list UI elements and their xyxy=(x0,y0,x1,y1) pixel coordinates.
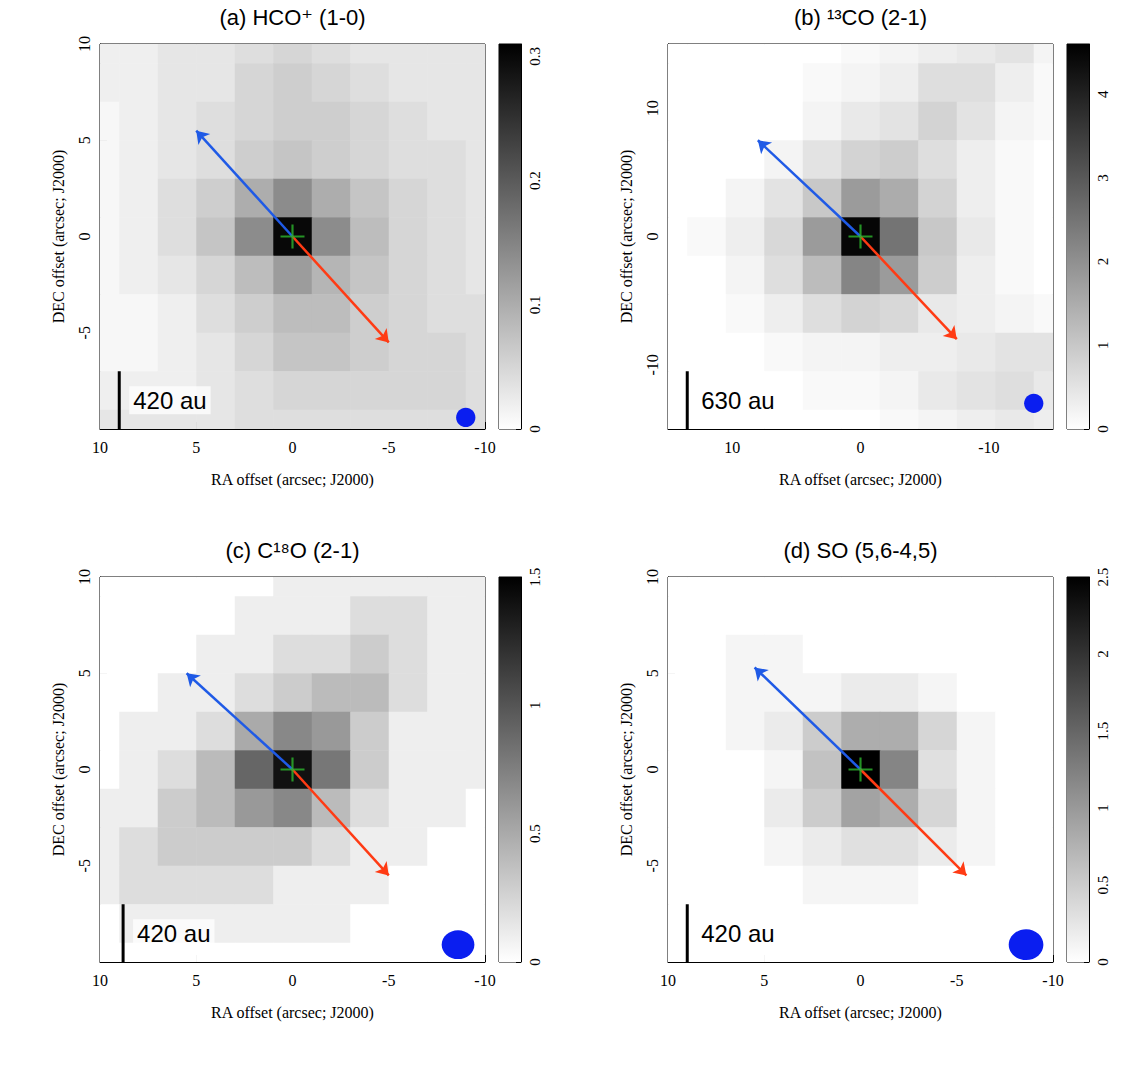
svg-text:-10: -10 xyxy=(1042,972,1063,989)
svg-text:-5: -5 xyxy=(644,859,661,872)
svg-text:5: 5 xyxy=(644,669,661,677)
svg-text:-5: -5 xyxy=(76,326,93,339)
svg-text:0.1: 0.1 xyxy=(527,295,543,314)
svg-text:-10: -10 xyxy=(474,439,495,456)
svg-text:-5: -5 xyxy=(76,859,93,872)
svg-text:0.5: 0.5 xyxy=(527,824,543,843)
svg-text:420 au: 420 au xyxy=(133,387,206,414)
svg-text:0: 0 xyxy=(857,972,865,989)
svg-text:-10: -10 xyxy=(474,972,495,989)
svg-text:DEC offset (arcsec; J2000): DEC offset (arcsec; J2000) xyxy=(618,150,636,323)
svg-text:0: 0 xyxy=(644,766,661,774)
svg-text:10: 10 xyxy=(76,36,93,52)
svg-text:0.3: 0.3 xyxy=(527,47,543,66)
svg-text:-5: -5 xyxy=(382,439,395,456)
svg-text:0: 0 xyxy=(289,439,297,456)
svg-text:0: 0 xyxy=(76,233,93,241)
svg-text:0: 0 xyxy=(76,766,93,774)
svg-text:0: 0 xyxy=(1095,425,1111,433)
svg-text:1: 1 xyxy=(527,702,543,710)
svg-text:-5: -5 xyxy=(382,972,395,989)
svg-text:RA offset (arcsec; J2000): RA offset (arcsec; J2000) xyxy=(779,471,942,489)
svg-text:DEC offset (arcsec; J2000): DEC offset (arcsec; J2000) xyxy=(50,683,68,856)
svg-text:5: 5 xyxy=(76,669,93,677)
svg-text:5: 5 xyxy=(192,972,200,989)
svg-text:420 au: 420 au xyxy=(701,920,774,947)
svg-text:2.5: 2.5 xyxy=(1095,568,1111,587)
svg-text:-5: -5 xyxy=(950,972,963,989)
svg-text:3: 3 xyxy=(1095,174,1111,182)
svg-text:0: 0 xyxy=(1095,958,1111,966)
svg-text:1: 1 xyxy=(1095,342,1111,350)
svg-text:DEC offset (arcsec; J2000): DEC offset (arcsec; J2000) xyxy=(50,150,68,323)
svg-text:420 au: 420 au xyxy=(137,920,210,947)
svg-text:0: 0 xyxy=(527,958,543,966)
svg-text:2: 2 xyxy=(1095,650,1111,658)
svg-text:1: 1 xyxy=(1095,804,1111,812)
svg-text:0: 0 xyxy=(289,972,297,989)
svg-text:5: 5 xyxy=(76,136,93,144)
svg-text:10: 10 xyxy=(644,100,661,116)
svg-text:10: 10 xyxy=(92,972,108,989)
svg-text:(b) ¹³CO (2-1): (b) ¹³CO (2-1) xyxy=(794,5,927,30)
svg-text:630 au: 630 au xyxy=(701,387,774,414)
svg-text:0: 0 xyxy=(857,439,865,456)
svg-text:1.5: 1.5 xyxy=(1095,722,1111,741)
svg-text:(a) HCO⁺ (1-0): (a) HCO⁺ (1-0) xyxy=(219,5,365,30)
svg-text:(c) C¹⁸O (2-1): (c) C¹⁸O (2-1) xyxy=(226,538,360,563)
svg-text:-10: -10 xyxy=(978,439,999,456)
svg-text:10: 10 xyxy=(644,569,661,585)
svg-text:0: 0 xyxy=(527,425,543,433)
svg-text:RA offset (arcsec; J2000): RA offset (arcsec; J2000) xyxy=(211,471,374,489)
svg-text:(d) SO (5,6-4,5): (d) SO (5,6-4,5) xyxy=(783,538,937,563)
svg-text:0.2: 0.2 xyxy=(527,171,543,190)
svg-text:RA offset (arcsec; J2000): RA offset (arcsec; J2000) xyxy=(211,1004,374,1022)
svg-text:4: 4 xyxy=(1095,90,1111,98)
svg-text:0.5: 0.5 xyxy=(1095,876,1111,895)
svg-text:DEC offset (arcsec; J2000): DEC offset (arcsec; J2000) xyxy=(618,683,636,856)
svg-text:0: 0 xyxy=(644,233,661,241)
svg-text:2: 2 xyxy=(1095,258,1111,266)
svg-text:10: 10 xyxy=(660,972,676,989)
svg-text:10: 10 xyxy=(92,439,108,456)
svg-text:10: 10 xyxy=(724,439,740,456)
svg-text:-10: -10 xyxy=(644,354,661,375)
svg-text:1.5: 1.5 xyxy=(527,568,543,587)
svg-text:10: 10 xyxy=(76,569,93,585)
svg-text:RA offset (arcsec; J2000): RA offset (arcsec; J2000) xyxy=(779,1004,942,1022)
svg-text:5: 5 xyxy=(192,439,200,456)
svg-text:5: 5 xyxy=(760,972,768,989)
